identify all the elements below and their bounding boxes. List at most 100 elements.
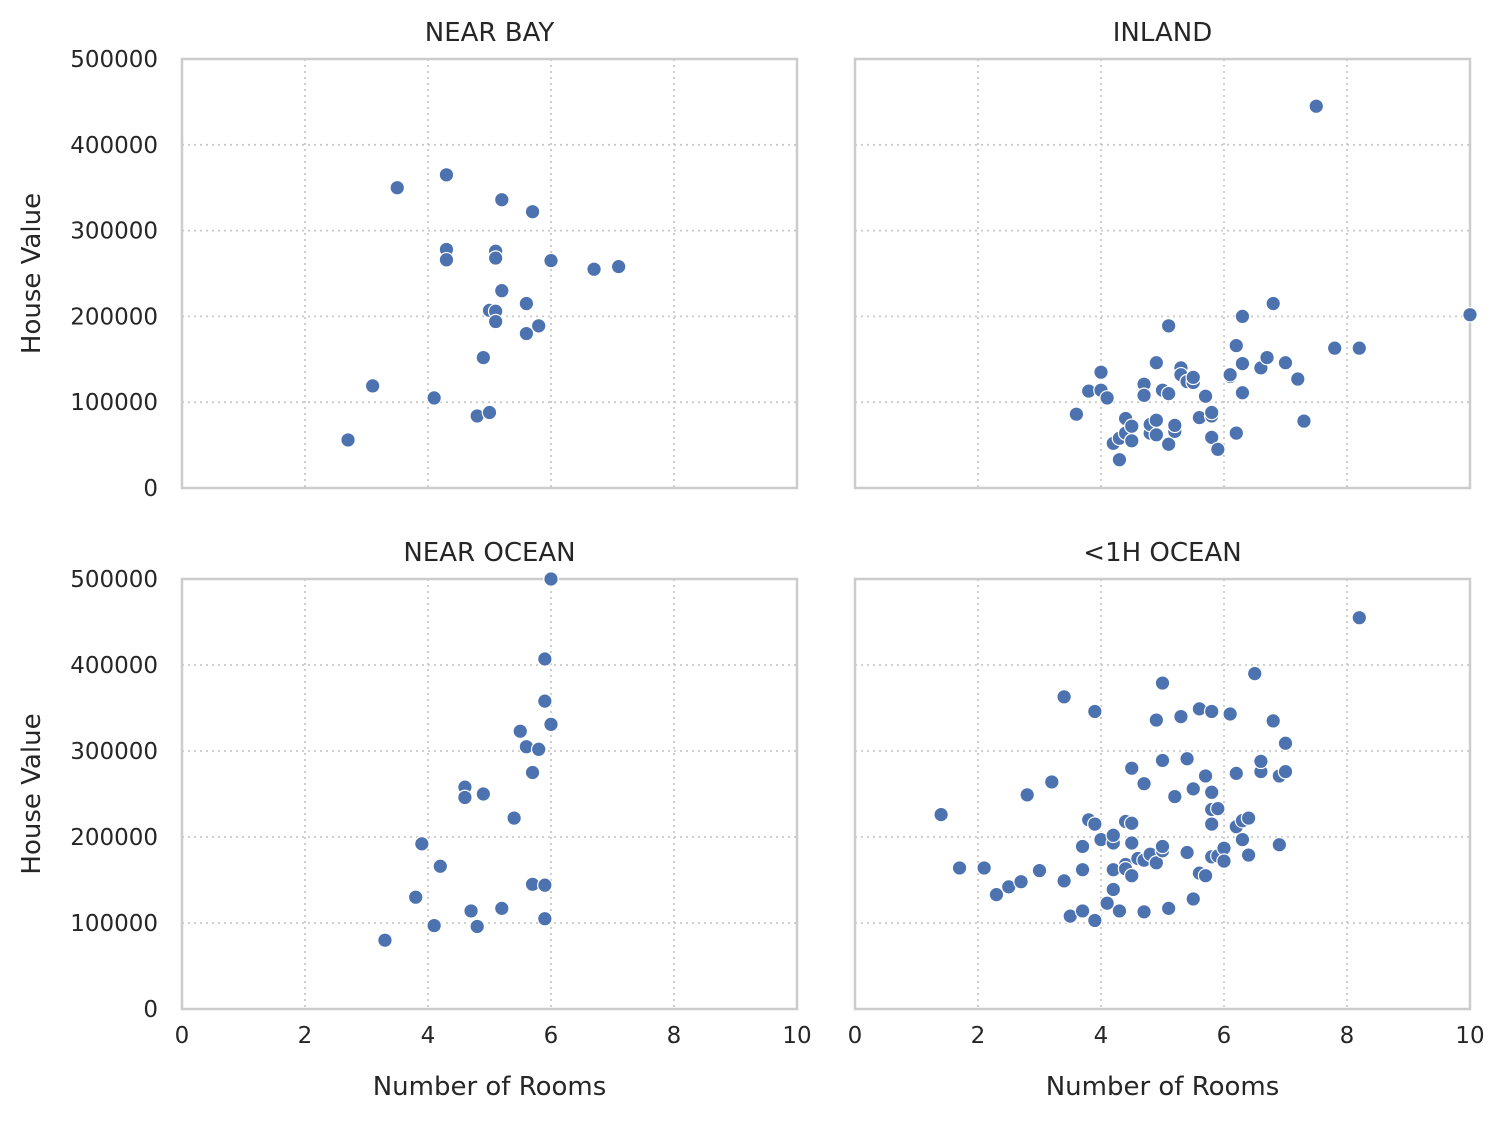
data-point [1222,366,1238,383]
data-point [1179,750,1195,767]
data-point [1326,340,1343,356]
x-tick-label: 2 [298,1023,313,1049]
data-point [1154,752,1171,769]
data-point [1228,337,1245,354]
x-tick-label: 4 [421,1023,436,1049]
data-point [1203,784,1220,801]
data-point [1234,308,1251,325]
data-point [1074,861,1091,878]
data-point [1056,689,1072,705]
data-point [1265,713,1281,729]
data-point [610,258,627,275]
panel-2: INLAND [853,18,1478,490]
data-point [530,318,547,334]
data-point [1185,891,1202,907]
data-point [1154,675,1171,691]
data-point [407,889,424,905]
data-point [1259,349,1275,366]
data-point [1160,436,1177,453]
y-tick-label: 0 [143,997,158,1023]
data-point [1351,340,1368,356]
data-point [988,886,1005,903]
data-point [1277,735,1294,752]
data-point [1111,903,1128,919]
data-point [1160,318,1177,334]
data-point [1277,354,1294,371]
data-point [1210,441,1226,458]
x-tick-label: 10 [1455,1023,1484,1049]
data-point [518,325,535,342]
data-point [1167,788,1183,805]
data-point [1123,418,1140,435]
data-point [1222,706,1238,722]
data-point [1271,836,1288,853]
data-point [1167,417,1183,434]
data-point [438,167,455,183]
data-point [537,877,553,893]
data-point [537,910,553,927]
data-point [1044,774,1060,790]
data-point [340,432,356,448]
data-point [1216,840,1232,856]
y-axis-label: House Value [17,193,47,354]
data-point [1123,815,1140,832]
data-point [537,693,553,709]
data-point [1246,665,1263,682]
data-point [364,378,381,394]
data-point [1216,853,1232,869]
data-point [1148,354,1165,371]
data-point [1234,384,1251,401]
y-tick-label: 200000 [70,825,158,851]
data-point [506,810,522,826]
plot-frame [180,577,799,1011]
data-point [1148,854,1165,871]
data-point [414,836,430,852]
data-point [1197,867,1214,884]
data-point [1136,387,1152,404]
data-point [1185,781,1202,797]
data-point [1179,844,1195,861]
data-point [933,806,949,823]
x-tick-label: 2 [971,1023,986,1049]
y-tick-label: 100000 [70,390,158,416]
x-tick-label: 6 [1217,1023,1232,1049]
y-tick-label: 400000 [70,133,158,159]
data-point [512,723,529,740]
data-point [1197,388,1214,404]
data-point [1148,712,1165,728]
x-tick-label: 6 [544,1023,559,1049]
data-point [1160,385,1177,402]
data-point [1351,609,1368,626]
data-point [1105,881,1122,898]
y-axis-label: House Value [17,713,47,874]
data-point [1056,873,1072,889]
panel-title: INLAND [1113,18,1212,48]
data-point [1290,371,1306,387]
data-point [1253,753,1269,770]
data-point [1228,425,1245,441]
data-point [1123,760,1140,776]
data-point [1019,787,1035,803]
data-point [1234,831,1251,848]
data-point [543,716,559,733]
data-point [457,789,473,806]
data-point [1099,390,1115,406]
data-point [1013,873,1029,890]
data-point [1210,800,1226,817]
data-point [1123,835,1140,851]
data-point [493,191,510,208]
data-point [481,404,498,421]
y-tick-label: 500000 [70,47,158,73]
data-point [586,261,602,278]
data-point [1087,703,1103,720]
data-point [976,860,992,876]
data-point [1234,355,1251,372]
panel-title: NEAR BAY [425,18,555,48]
data-point [1136,904,1152,920]
data-point [1093,364,1109,380]
plot-frame [180,57,799,490]
x-tick-label: 10 [782,1023,811,1049]
data-point [530,741,547,758]
data-point [475,349,492,366]
